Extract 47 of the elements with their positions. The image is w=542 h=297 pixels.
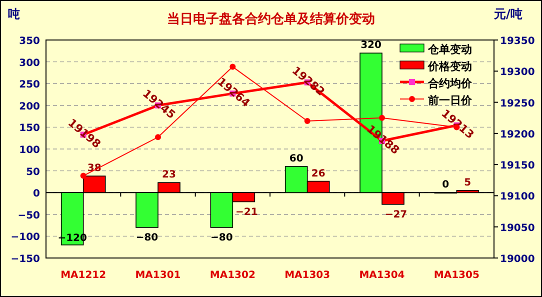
x-tick-label: MA1304 bbox=[359, 270, 405, 281]
legend-label: 合约均价 bbox=[427, 77, 473, 90]
x-tick-label: MA1305 bbox=[434, 270, 480, 281]
data-label: 23 bbox=[162, 170, 176, 181]
data-label: 0 bbox=[442, 180, 450, 191]
data-label: 60 bbox=[289, 153, 304, 164]
y-axis-title: 吨 bbox=[8, 7, 20, 21]
y2-tick-label: 19300 bbox=[500, 67, 535, 78]
data-label: −80 bbox=[136, 232, 158, 244]
chart-title: 当日电子盘各合约仓单及结算价变动 bbox=[167, 11, 375, 27]
y-tick-label: 100 bbox=[19, 145, 40, 156]
point bbox=[379, 114, 385, 121]
data-label: −80 bbox=[210, 232, 233, 244]
legend-label: 仓单变动 bbox=[427, 43, 472, 56]
y2-tick-label: 19200 bbox=[500, 129, 535, 140]
legend-label: 价格变动 bbox=[427, 60, 472, 73]
x-tick-label: MA1212 bbox=[60, 270, 106, 281]
y2-tick-label: 19250 bbox=[500, 98, 535, 110]
data-label: 26 bbox=[311, 168, 326, 180]
y-tick-label: 350 bbox=[19, 36, 40, 47]
y2-tick-label: 19050 bbox=[500, 222, 535, 234]
y2-axis-title: 元/吨 bbox=[493, 7, 522, 21]
y2-tick-label: 19150 bbox=[500, 160, 535, 172]
y2-tick-label: 19350 bbox=[500, 36, 535, 47]
data-label: −21 bbox=[236, 206, 258, 218]
x-tick-label: MA1301 bbox=[135, 270, 181, 281]
y-tick-label: 200 bbox=[19, 101, 40, 112]
y-tick-label: −50 bbox=[18, 210, 40, 222]
data-label: −27 bbox=[384, 209, 408, 220]
y-tick-label: 50 bbox=[26, 166, 40, 178]
point bbox=[304, 118, 310, 124]
y-tick-label: 150 bbox=[19, 123, 40, 134]
y-tick-label: 0 bbox=[33, 188, 40, 200]
y-tick-label: 300 bbox=[19, 58, 40, 69]
point bbox=[80, 172, 86, 179]
point bbox=[155, 134, 161, 140]
point bbox=[230, 64, 236, 70]
y2-tick-label: 19000 bbox=[500, 254, 535, 265]
data-label: 5 bbox=[464, 177, 472, 188]
y2-tick-label: 19100 bbox=[500, 192, 535, 203]
y-tick-label: −100 bbox=[10, 232, 40, 244]
x-tick-label: MA1303 bbox=[284, 270, 330, 281]
x-tick-label: MA1302 bbox=[210, 270, 256, 281]
y-tick-label: −150 bbox=[10, 254, 40, 265]
y-tick-label: 250 bbox=[19, 80, 40, 91]
data-label: 320 bbox=[360, 40, 382, 52]
legend-label: 前一日价 bbox=[427, 94, 473, 107]
